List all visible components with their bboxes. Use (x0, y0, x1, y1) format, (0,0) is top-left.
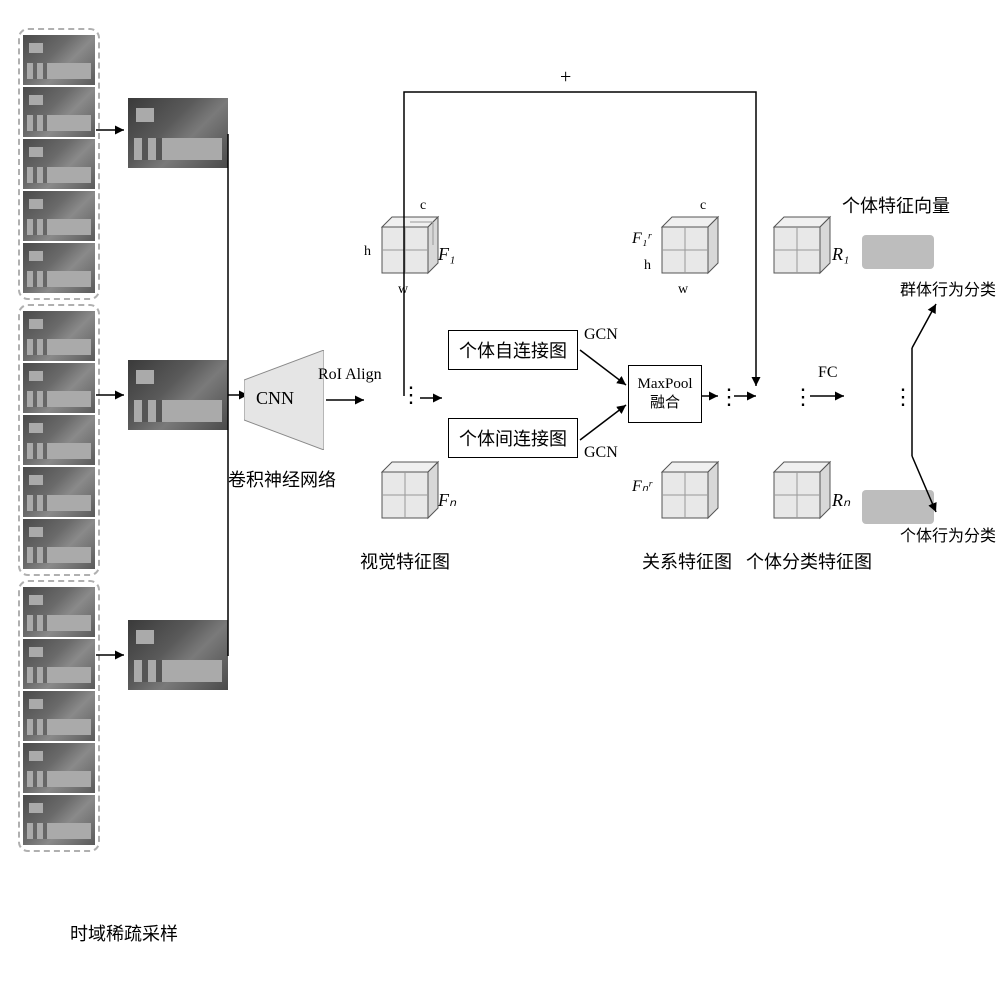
mini-frame (23, 363, 95, 413)
arrow-sample-3 (96, 645, 136, 665)
inter-graph-label: 个体间连接图 (459, 425, 567, 451)
Fn-label: Fₙ (438, 490, 456, 511)
indiv-vec-label: 个体特征向量 (842, 192, 950, 218)
sampled-frame-2 (128, 360, 228, 430)
relation-feat-label: 关系特征图 (642, 548, 732, 574)
indiv-cls-feat-label: 个体分类特征图 (746, 548, 872, 574)
frame-group-2 (18, 304, 100, 576)
plus-label: + (560, 66, 571, 89)
cube-FNr (650, 460, 720, 530)
arrow-fc (810, 386, 856, 406)
mini-frame (23, 191, 95, 241)
sparse-sampling-label: 时域稀疏采样 (70, 920, 178, 946)
frame-group-1 (18, 28, 100, 300)
fc-label: FC (818, 364, 838, 382)
inter-graph-box: 个体间连接图 (448, 418, 578, 458)
mini-frame (23, 639, 95, 689)
arrow-sample-2 (96, 385, 136, 405)
gcn-label-2: GCN (584, 444, 618, 462)
sampled-frame-1 (128, 98, 228, 168)
arrow-roi (326, 390, 376, 410)
FNr-label: Fₙʳ (632, 476, 652, 496)
cnn-cn-label: 卷积神经网络 (228, 466, 336, 492)
cnn-label: CNN (256, 388, 294, 409)
skip-connection (400, 80, 770, 400)
visual-feat-label: 视觉特征图 (360, 548, 450, 574)
mini-frame (23, 311, 95, 361)
mini-frame (23, 587, 95, 637)
mini-frame (23, 691, 95, 741)
mini-frame (23, 467, 95, 517)
vdots-vec: ⋮ (892, 392, 914, 402)
roi-label: RoI Align (318, 366, 382, 384)
mini-frame (23, 139, 95, 189)
sampled-frame-3 (128, 620, 228, 690)
mini-frame (23, 243, 95, 293)
mini-frame (23, 743, 95, 793)
mini-frame (23, 795, 95, 845)
mini-frame (23, 415, 95, 465)
cube-Fn (370, 460, 440, 530)
arrow-sample-1 (96, 120, 136, 140)
h-label-1: h (364, 244, 371, 260)
frame-stack (18, 28, 100, 856)
cube-Rn (762, 460, 832, 530)
R1-label: R₁ (832, 244, 849, 265)
mini-frame (23, 35, 95, 85)
arrow-out-group (912, 300, 982, 400)
mini-frame (23, 87, 95, 137)
Rn-label: Rₙ (832, 490, 850, 511)
frame-group-3 (18, 580, 100, 852)
cube-R1 (762, 215, 832, 285)
mini-frame (23, 519, 95, 569)
feature-vec-1 (862, 235, 934, 269)
group-cls-label: 群体行为分类 (900, 276, 996, 300)
indiv-cls-label: 个体行为分类 (900, 522, 996, 546)
arrow-out-indiv (912, 396, 982, 516)
